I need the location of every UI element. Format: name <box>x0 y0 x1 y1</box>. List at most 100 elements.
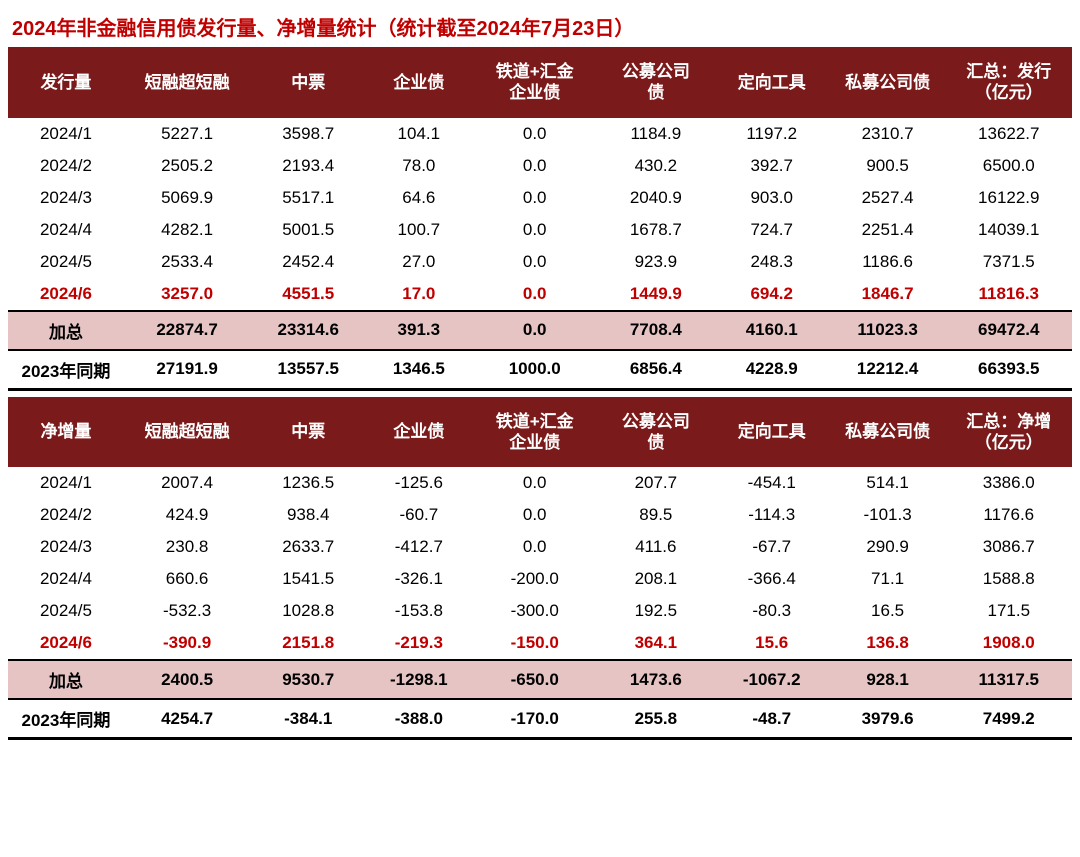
cell: 22874.7 <box>124 311 250 350</box>
cell: 5227.1 <box>124 118 250 150</box>
cell: 5517.1 <box>250 182 366 214</box>
cell: 16122.9 <box>946 182 1072 214</box>
cell: 7708.4 <box>598 311 714 350</box>
cell: 0.0 <box>472 531 598 563</box>
cell: 391.3 <box>366 311 471 350</box>
cell: 903.0 <box>714 182 830 214</box>
cell: -170.0 <box>472 699 598 739</box>
cell: 89.5 <box>598 499 714 531</box>
data-row: 2024/63257.04551.517.00.01449.9694.21846… <box>8 278 1072 311</box>
cell: 78.0 <box>366 150 471 182</box>
cell: 1184.9 <box>598 118 714 150</box>
cell: 514.1 <box>830 467 946 499</box>
cell: 13557.5 <box>250 350 366 390</box>
cell: 5069.9 <box>124 182 250 214</box>
cell: 0.0 <box>472 467 598 499</box>
cell: 104.1 <box>366 118 471 150</box>
row-label: 2023年同期 <box>8 350 124 390</box>
cell: 724.7 <box>714 214 830 246</box>
cell: 290.9 <box>830 531 946 563</box>
cell: 69472.4 <box>946 311 1072 350</box>
cell: 11317.5 <box>946 660 1072 699</box>
col-header: 公募公司债 <box>598 47 714 118</box>
issuance-table: 发行量短融超短融中票企业债铁道+汇金企业债公募公司债定向工具私募公司债汇总：发行… <box>8 47 1072 391</box>
cell: 2151.8 <box>250 627 366 660</box>
cell: 1588.8 <box>946 563 1072 595</box>
cell: 923.9 <box>598 246 714 278</box>
data-row: 2024/5-532.31028.8-153.8-300.0192.5-80.3… <box>8 595 1072 627</box>
row-label: 2024/4 <box>8 214 124 246</box>
cell: 14039.1 <box>946 214 1072 246</box>
cell: 2040.9 <box>598 182 714 214</box>
col-header: 定向工具 <box>714 397 830 468</box>
cell: -454.1 <box>714 467 830 499</box>
cell: 1346.5 <box>366 350 471 390</box>
cell: 4282.1 <box>124 214 250 246</box>
row-label: 2024/6 <box>8 627 124 660</box>
cell: 248.3 <box>714 246 830 278</box>
row-label: 2024/5 <box>8 246 124 278</box>
cell: 4160.1 <box>714 311 830 350</box>
cell: 1176.6 <box>946 499 1072 531</box>
cell: 2633.7 <box>250 531 366 563</box>
cell: 3257.0 <box>124 278 250 311</box>
cell: 0.0 <box>472 278 598 311</box>
col-header: 净增量 <box>8 397 124 468</box>
compare-row: 2023年同期4254.7-384.1-388.0-170.0255.8-48.… <box>8 699 1072 739</box>
cell: -48.7 <box>714 699 830 739</box>
col-header: 短融超短融 <box>124 47 250 118</box>
cell: 430.2 <box>598 150 714 182</box>
col-header: 汇总：净增（亿元） <box>946 397 1072 468</box>
cell: 2505.2 <box>124 150 250 182</box>
cell: 3979.6 <box>830 699 946 739</box>
cell: 27.0 <box>366 246 471 278</box>
cell: 6856.4 <box>598 350 714 390</box>
data-row: 2024/35069.95517.164.60.02040.9903.02527… <box>8 182 1072 214</box>
cell: 3086.7 <box>946 531 1072 563</box>
cell: 2007.4 <box>124 467 250 499</box>
cell: -532.3 <box>124 595 250 627</box>
cell: 900.5 <box>830 150 946 182</box>
cell: 364.1 <box>598 627 714 660</box>
col-header: 中票 <box>250 47 366 118</box>
data-row: 2024/12007.41236.5-125.60.0207.7-454.151… <box>8 467 1072 499</box>
row-label: 2024/2 <box>8 499 124 531</box>
cell: 0.0 <box>472 182 598 214</box>
cell: -412.7 <box>366 531 471 563</box>
cell: 2193.4 <box>250 150 366 182</box>
cell: 411.6 <box>598 531 714 563</box>
cell: 1678.7 <box>598 214 714 246</box>
cell: -650.0 <box>472 660 598 699</box>
cell: 230.8 <box>124 531 250 563</box>
cell: 12212.4 <box>830 350 946 390</box>
cell: 2452.4 <box>250 246 366 278</box>
netincrease-table: 净增量短融超短融中票企业债铁道+汇金企业债公募公司债定向工具私募公司债汇总：净增… <box>8 397 1072 741</box>
row-label: 2024/1 <box>8 467 124 499</box>
cell: 208.1 <box>598 563 714 595</box>
cell: -390.9 <box>124 627 250 660</box>
cell: 13622.7 <box>946 118 1072 150</box>
netincrease-header-row: 净增量短融超短融中票企业债铁道+汇金企业债公募公司债定向工具私募公司债汇总：净增… <box>8 397 1072 468</box>
cell: -80.3 <box>714 595 830 627</box>
cell: 4228.9 <box>714 350 830 390</box>
cell: 15.6 <box>714 627 830 660</box>
data-row: 2024/22505.22193.478.00.0430.2392.7900.5… <box>8 150 1072 182</box>
cell: 424.9 <box>124 499 250 531</box>
cell: 3598.7 <box>250 118 366 150</box>
cell: 6500.0 <box>946 150 1072 182</box>
data-row: 2024/52533.42452.427.00.0923.9248.31186.… <box>8 246 1072 278</box>
row-label: 加总 <box>8 660 124 699</box>
cell: 9530.7 <box>250 660 366 699</box>
cell: -1067.2 <box>714 660 830 699</box>
cell: -150.0 <box>472 627 598 660</box>
cell: 71.1 <box>830 563 946 595</box>
col-header: 发行量 <box>8 47 124 118</box>
cell: 1541.5 <box>250 563 366 595</box>
cell: 938.4 <box>250 499 366 531</box>
cell: 23314.6 <box>250 311 366 350</box>
cell: -125.6 <box>366 467 471 499</box>
data-row: 2024/44282.15001.5100.70.01678.7724.7225… <box>8 214 1072 246</box>
compare-row: 2023年同期27191.913557.51346.51000.06856.44… <box>8 350 1072 390</box>
cell: -384.1 <box>250 699 366 739</box>
cell: 255.8 <box>598 699 714 739</box>
